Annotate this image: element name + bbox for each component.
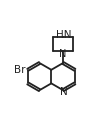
Text: N: N	[59, 49, 67, 59]
Text: N: N	[60, 87, 68, 97]
Text: Br: Br	[14, 65, 26, 75]
Text: HN: HN	[56, 30, 71, 40]
